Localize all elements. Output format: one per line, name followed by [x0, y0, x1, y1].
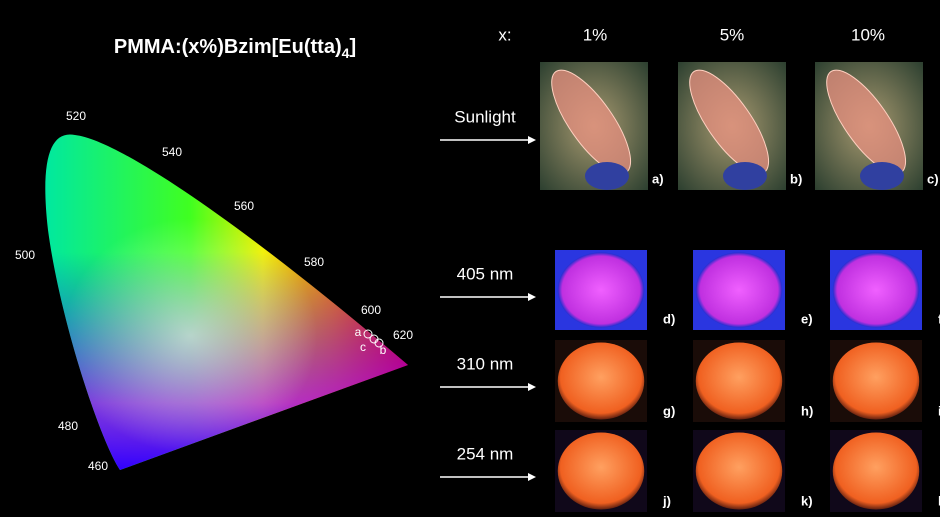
wavelength-label: 520	[66, 109, 86, 123]
row-label: 310 nm	[457, 354, 514, 373]
title-end: ]	[349, 36, 356, 58]
wavelength-label: 580	[304, 255, 324, 269]
photo-film	[557, 252, 645, 328]
title-main: PMMA:(x%)Bzim[Eu(tta)	[114, 36, 342, 58]
column-label: 10%	[851, 25, 885, 44]
panel-letter: a)	[652, 171, 664, 186]
column-label: 1%	[583, 25, 608, 44]
title-subscript: 4	[342, 45, 350, 61]
wavelength-label: 460	[88, 459, 108, 473]
point-label: b	[380, 343, 387, 357]
cie-point	[363, 329, 373, 339]
photo-film	[832, 342, 920, 420]
arrow-head	[528, 473, 536, 481]
cie-diagram	[45, 134, 408, 470]
column-label: 5%	[720, 25, 745, 44]
photo-film	[832, 252, 920, 328]
panel-letter: l)	[938, 493, 940, 508]
header-label: x:	[498, 25, 511, 44]
panel-letter: c)	[927, 171, 939, 186]
cie-gamut-white	[45, 134, 408, 470]
point-label: a	[355, 325, 362, 339]
arrow-head	[528, 383, 536, 391]
panel-letter: g)	[663, 403, 675, 418]
wavelength-label: 560	[234, 199, 254, 213]
panel-letter: j)	[662, 493, 671, 508]
photo-film	[832, 432, 920, 510]
panel-letter: b)	[790, 171, 802, 186]
cie-point	[374, 338, 384, 348]
arrow-head	[528, 293, 536, 301]
wavelength-label: 600	[361, 303, 381, 317]
photo-film	[695, 252, 783, 328]
content: 520 540 560 580 500 600 620 480 460 ac b x: 1% 5% 10% S…	[15, 25, 940, 512]
panel-letter: d)	[663, 311, 675, 326]
row-label: Sunlight	[454, 107, 516, 126]
glove	[584, 162, 629, 190]
panel-letter: i)	[938, 403, 940, 418]
row-label: 405 nm	[457, 264, 514, 283]
title: PMMA:(x%)Bzim[Eu(tta)4]	[114, 36, 356, 60]
photo-film	[695, 432, 783, 510]
panel-letter: f)	[938, 311, 940, 326]
wavelength-label: 620	[393, 328, 413, 342]
glove	[722, 162, 767, 190]
wavelength-label: 500	[15, 248, 35, 262]
wavelength-label: 480	[58, 419, 78, 433]
panel-letter: e)	[801, 311, 813, 326]
photo-film	[557, 432, 645, 510]
panel-letter: k)	[801, 493, 813, 508]
wavelength-label: 540	[162, 145, 182, 159]
photo-film	[557, 342, 645, 420]
glove	[859, 162, 904, 190]
arrow-head	[528, 136, 536, 144]
panel-letter: h)	[801, 403, 813, 418]
row-label: 254 nm	[457, 444, 514, 463]
photo-film	[695, 342, 783, 420]
point-label: c	[360, 340, 366, 354]
